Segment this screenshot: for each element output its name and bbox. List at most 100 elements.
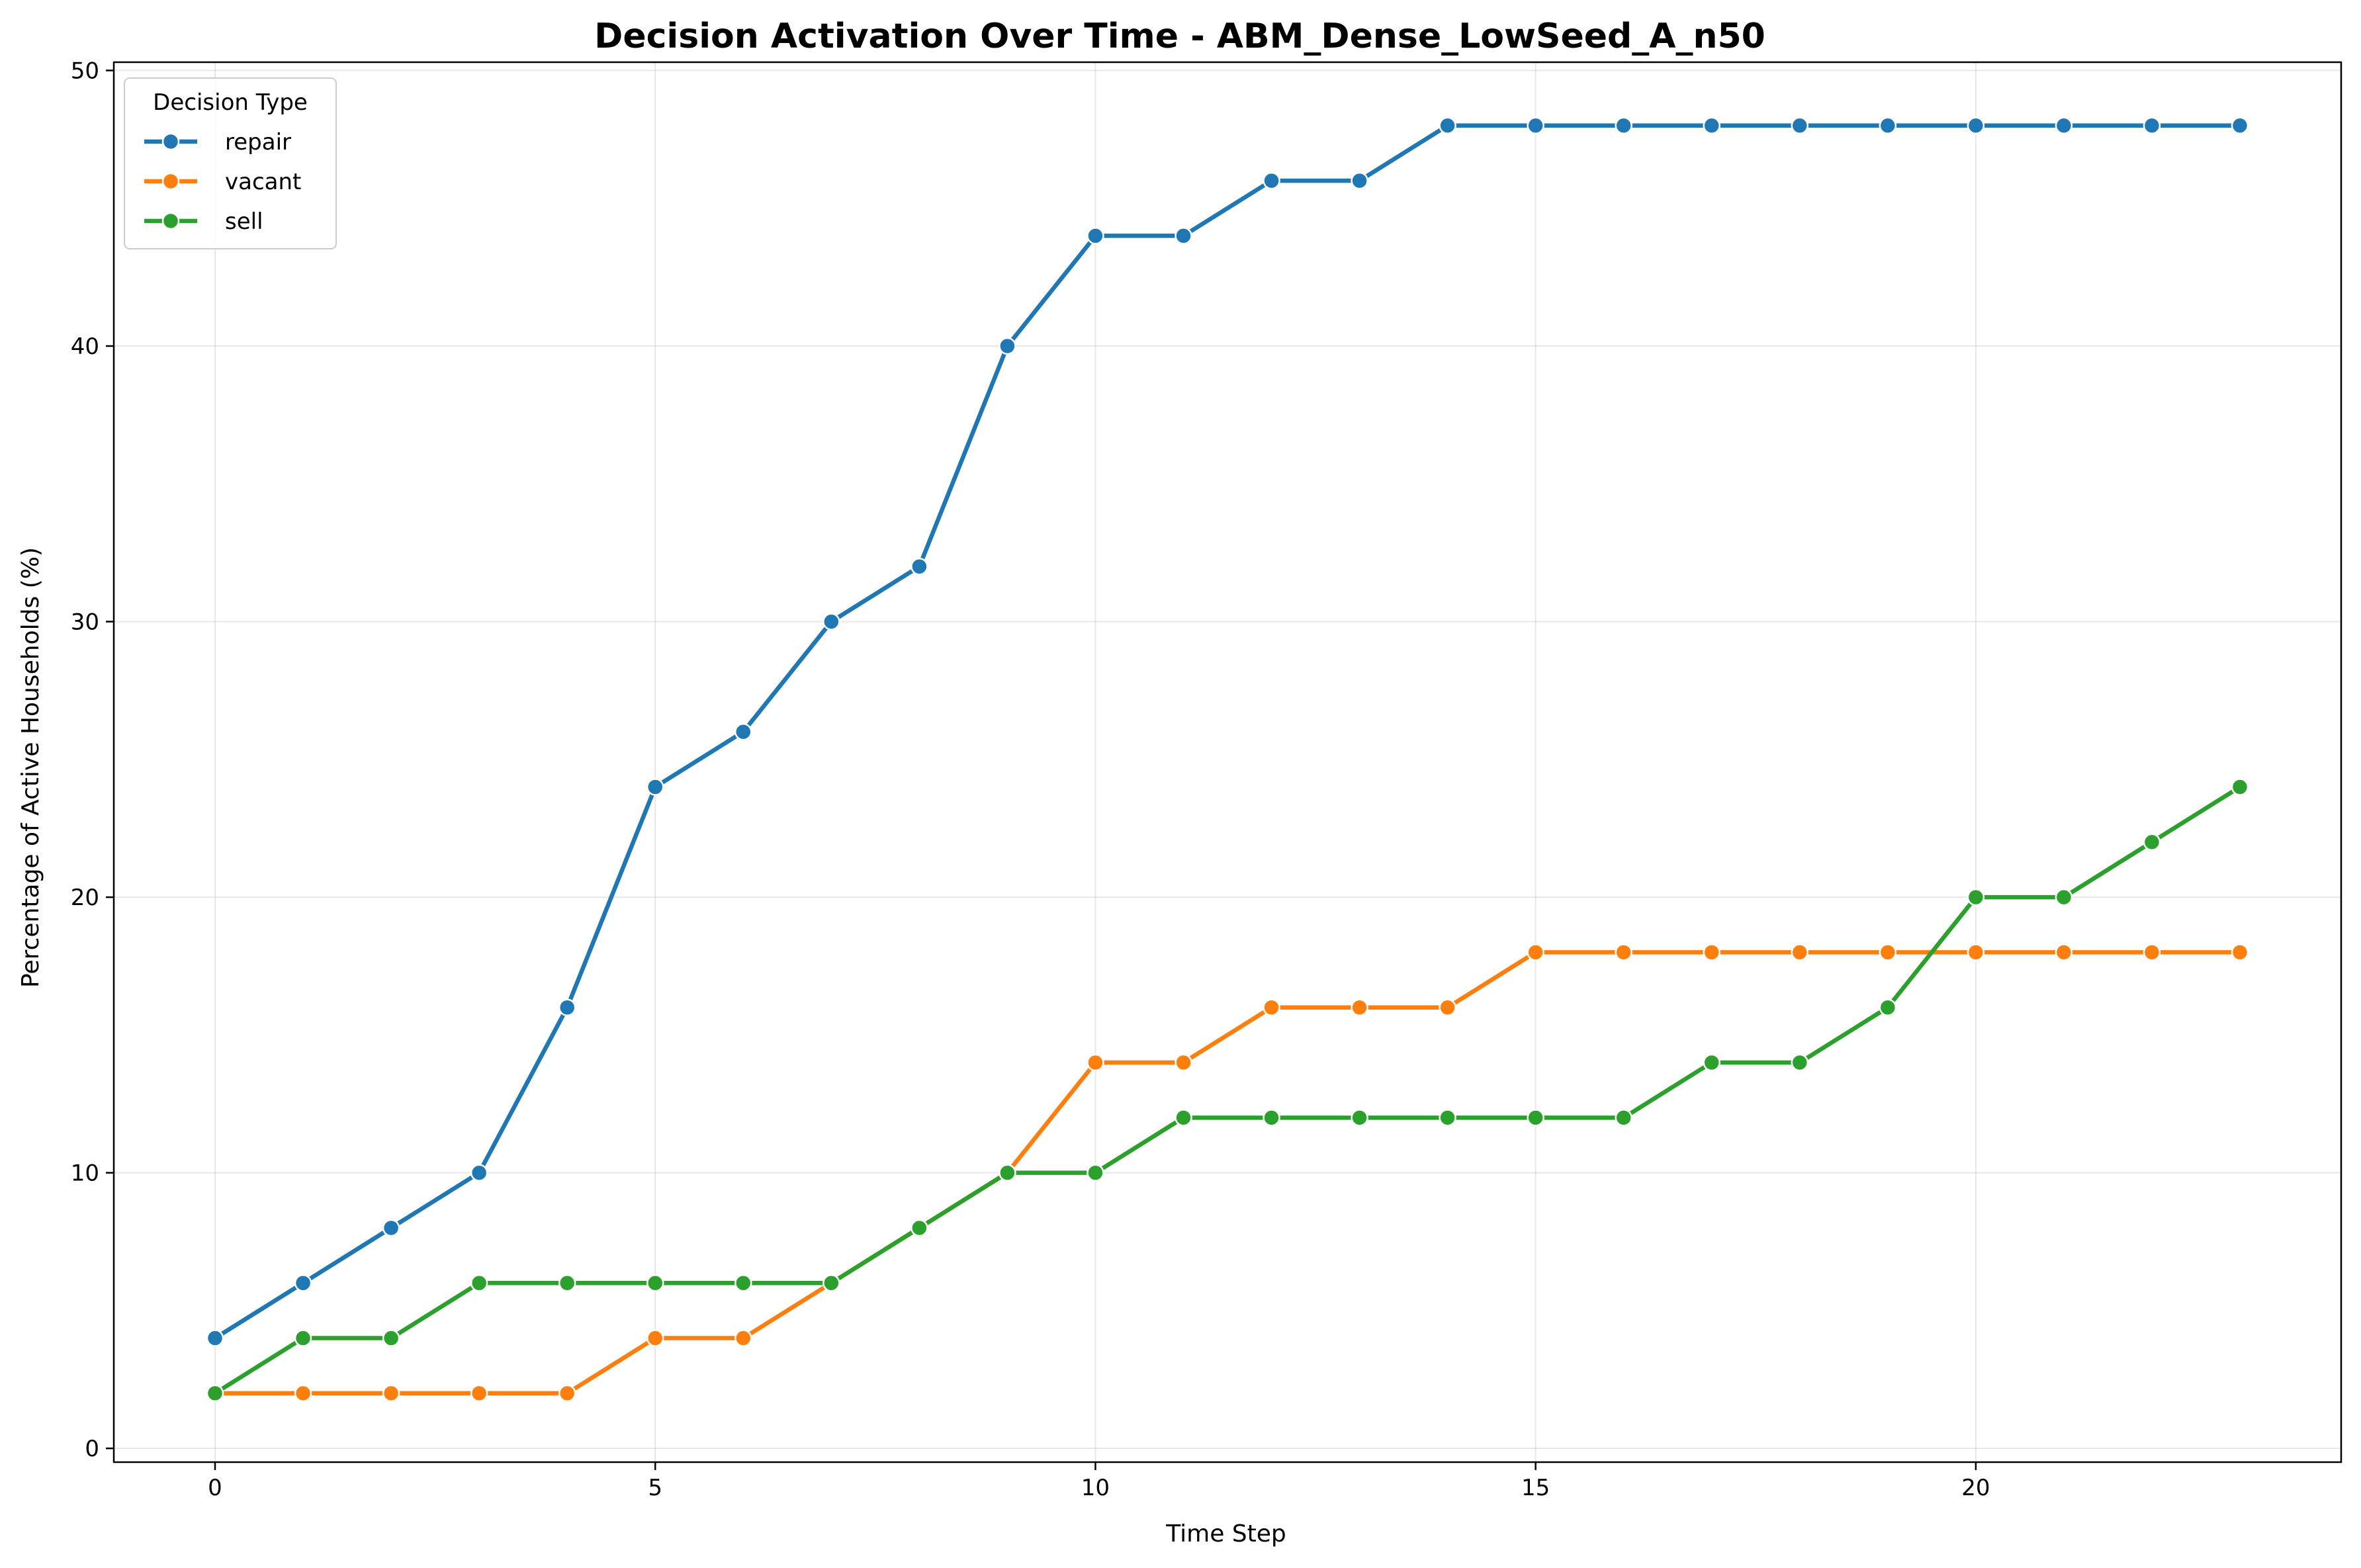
series-lines: [206, 116, 2249, 1403]
legend-entries: repair vacant sell: [144, 129, 301, 235]
data-point-vacant: [735, 1329, 752, 1347]
x-tick-label: 20: [1961, 1475, 1990, 1501]
data-point-repair: [1351, 171, 1368, 190]
legend-title: Decision Type: [153, 89, 308, 116]
series-line-vacant: [212, 950, 2243, 1396]
data-point-sell: [206, 1384, 224, 1403]
data-point-repair: [294, 1274, 312, 1292]
data-point-repair: [823, 613, 840, 631]
data-point-vacant: [470, 1384, 488, 1403]
legend-marker-repair: [161, 132, 180, 151]
data-point-sell: [646, 1274, 664, 1292]
data-point-vacant: [1439, 998, 1456, 1016]
data-point-sell: [1527, 1109, 1544, 1127]
data-point-repair: [1791, 116, 1809, 135]
data-point-sell: [1967, 888, 1985, 906]
data-point-vacant: [646, 1329, 664, 1347]
data-point-vacant: [2143, 943, 2161, 961]
data-point-repair: [382, 1219, 400, 1237]
series-vacant: [206, 943, 2249, 1403]
data-point-vacant: [382, 1384, 400, 1403]
x-tick-label: 10: [1081, 1475, 1110, 1501]
data-point-vacant: [1351, 998, 1368, 1016]
data-point-repair: [999, 337, 1016, 355]
axis-ticks: 0 5 10 15 20 0 10 20 30 40 50: [71, 58, 1990, 1501]
series-line-sell: [212, 785, 2243, 1396]
data-point-repair: [470, 1164, 488, 1182]
x-tick-label: 15: [1521, 1475, 1550, 1501]
y-axis-label: Percentage of Active Households (%): [17, 547, 44, 988]
data-point-repair: [1175, 227, 1192, 245]
data-point-repair: [1615, 116, 1632, 135]
y-tick-label: 40: [71, 333, 99, 360]
data-point-sell: [1703, 1053, 1720, 1072]
data-point-sell: [1439, 1109, 1456, 1127]
data-point-repair: [2231, 116, 2249, 135]
x-tick-label: 5: [648, 1475, 662, 1501]
data-point-sell: [2055, 888, 2073, 906]
data-point-repair: [735, 722, 752, 741]
data-point-repair: [2143, 116, 2161, 135]
data-point-sell: [1087, 1164, 1104, 1182]
x-axis-label: Time Step: [1165, 1520, 1286, 1547]
legend-entry-vacant: vacant: [144, 169, 301, 195]
data-point-sell: [2231, 778, 2249, 796]
data-point-vacant: [1615, 943, 1632, 961]
data-point-sell: [1351, 1109, 1368, 1127]
data-point-repair: [911, 558, 928, 576]
data-point-repair: [558, 998, 576, 1016]
y-tick-label: 50: [71, 58, 99, 84]
data-point-sell: [735, 1274, 752, 1292]
data-point-repair: [1527, 116, 1544, 135]
data-point-sell: [558, 1274, 576, 1292]
data-point-sell: [999, 1164, 1016, 1182]
data-point-repair: [1879, 116, 1897, 135]
data-point-repair: [1703, 116, 1720, 135]
data-point-sell: [1263, 1109, 1280, 1127]
y-tick-label: 10: [71, 1160, 99, 1187]
data-point-vacant: [1175, 1053, 1192, 1072]
data-point-vacant: [2055, 943, 2073, 961]
data-point-sell: [1615, 1109, 1632, 1127]
data-point-repair: [1967, 116, 1985, 135]
grid: [114, 62, 2341, 1462]
data-point-sell: [294, 1329, 312, 1347]
legend-label-repair: repair: [225, 129, 291, 155]
data-point-sell: [823, 1274, 840, 1292]
data-point-sell: [2143, 833, 2161, 851]
data-point-vacant: [1879, 943, 1897, 961]
data-point-sell: [1791, 1053, 1809, 1072]
data-point-vacant: [294, 1384, 312, 1403]
legend-box: [124, 77, 337, 249]
chart-title: Decision Activation Over Time - ABM_Dens…: [594, 17, 1765, 56]
data-point-vacant: [1791, 943, 1809, 961]
data-point-repair: [1263, 171, 1280, 190]
legend-label-sell: sell: [225, 208, 263, 235]
data-point-sell: [1879, 998, 1897, 1016]
data-point-vacant: [1527, 943, 1544, 961]
data-point-repair: [1439, 116, 1456, 135]
plot-frame: [112, 61, 2342, 1463]
data-point-vacant: [1967, 943, 1985, 961]
series-repair: [206, 116, 2249, 1347]
legend-marker-sell: [161, 212, 180, 230]
data-point-repair: [2055, 116, 2073, 135]
legend-marker-vacant: [161, 172, 180, 191]
data-point-vacant: [1703, 943, 1720, 961]
x-tick-label: 0: [208, 1475, 222, 1501]
legend-entry-sell: sell: [144, 208, 263, 235]
data-point-vacant: [2231, 943, 2249, 961]
legend: Decision Type repair vacant sell: [124, 77, 337, 249]
data-point-sell: [1175, 1109, 1192, 1127]
data-point-repair: [206, 1329, 224, 1347]
data-point-vacant: [558, 1384, 576, 1403]
legend-entry-repair: repair: [144, 129, 291, 155]
y-tick-label: 30: [71, 609, 99, 636]
legend-label-vacant: vacant: [225, 169, 301, 195]
series-sell: [206, 778, 2249, 1403]
data-point-sell: [911, 1219, 928, 1237]
data-point-repair: [1087, 227, 1104, 245]
